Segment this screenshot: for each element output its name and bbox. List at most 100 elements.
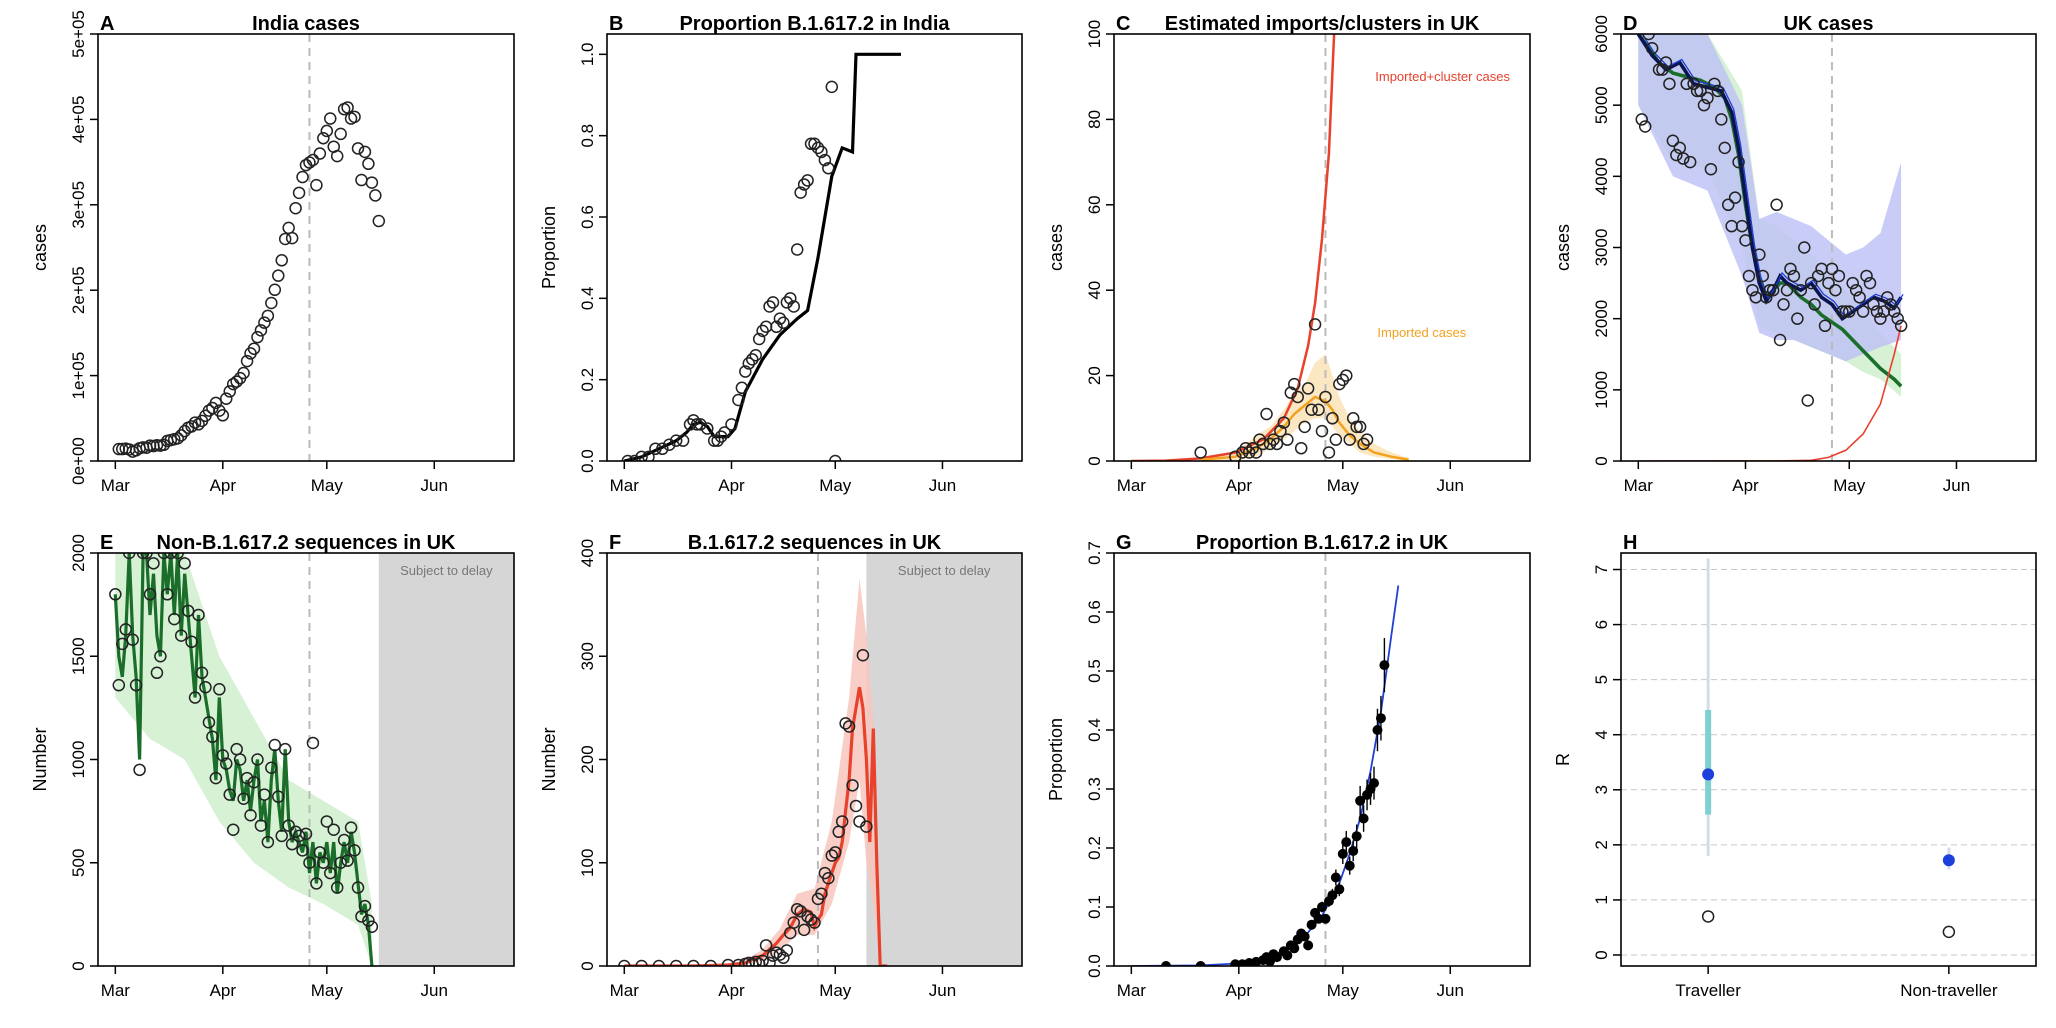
x-tick-label-1: Apr (210, 476, 237, 495)
data-point-28 (1326, 412, 1339, 425)
data-point-48 (278, 232, 292, 246)
data-point-38 (1360, 433, 1374, 446)
x-tick-label-1: Apr (1226, 476, 1253, 495)
data-point-45 (1794, 283, 1808, 297)
data-point-29 (1329, 433, 1343, 446)
data-point-2 (635, 450, 648, 461)
data-point-23 (1718, 141, 1731, 155)
data-point-36 (237, 366, 250, 380)
data-point-22 (1305, 403, 1318, 417)
data-point-37 (1766, 283, 1780, 297)
data-point-26 (801, 910, 814, 923)
data-point-22 (185, 635, 198, 649)
data-point-4 (687, 959, 700, 966)
data-point-62 (324, 866, 337, 880)
data-point-13 (1683, 155, 1697, 169)
data-point-2 (116, 637, 129, 651)
data-point-37 (240, 354, 254, 368)
data-point-1 (628, 454, 641, 461)
y-axis-label-f: Number (539, 727, 559, 791)
data-point-64 (330, 881, 344, 894)
data-point-9 (140, 553, 153, 560)
data-point-0 (109, 588, 122, 601)
ci-band-f (745, 578, 881, 966)
data-point-24 (1721, 198, 1735, 212)
data-point-66 (1867, 298, 1880, 311)
y-tick-label-4: 2000 (69, 534, 88, 572)
data-point-24 (192, 608, 205, 622)
data-point-28 (206, 730, 219, 744)
data-point-33 (780, 296, 794, 309)
y-tick-label-4: 0.4 (1085, 718, 1104, 742)
data-point-41 (251, 753, 264, 766)
y-tick-label-3: 3000 (1592, 229, 1611, 267)
data-point-37 (237, 792, 250, 805)
data-point-1 (635, 959, 648, 966)
x-tick-label-1: Apr (1732, 476, 1759, 495)
data-point-63 (327, 823, 340, 836)
panel-letter-g: G (1116, 532, 1132, 554)
y-tick-label-5: 1.0 (578, 43, 597, 67)
data-point-49 (1808, 298, 1821, 311)
y-tick-label-1: 1 (1592, 895, 1611, 904)
data-point-8 (136, 553, 150, 560)
data-point-33 (825, 849, 839, 862)
x-tick-label-3: Jun (1437, 476, 1464, 495)
data-point-20 (735, 381, 749, 395)
data-point-63 (330, 149, 344, 163)
y-tick-label-0: 0.0 (578, 449, 597, 473)
data-point-56 (1832, 269, 1846, 283)
panel-h: Traveller Non-traveller 0 1 2 3 4 5 6 7 R H (1553, 532, 2037, 1000)
frame-h (1620, 552, 2037, 967)
data-point-5 (704, 959, 717, 966)
data-point-21 (181, 604, 195, 618)
data-point-23 (1320, 913, 1331, 924)
y-tick-label-0: 0 (1085, 456, 1104, 465)
data-point-43 (860, 820, 873, 833)
data-point-6 (1249, 446, 1263, 459)
data-point-29 (1341, 837, 1352, 848)
data-point-21 (1711, 84, 1725, 98)
ci-band-e (115, 553, 372, 966)
data-point-7 (1663, 77, 1676, 91)
panel-title-b: Proportion B.1.617.2 in India (679, 13, 950, 35)
data-point-53 (296, 170, 309, 184)
data-point-51 (289, 201, 302, 215)
data-point-5 (1656, 63, 1669, 76)
data-point-27 (1334, 884, 1345, 895)
data-point-24 (749, 349, 762, 362)
data-point-38 (1770, 198, 1783, 212)
data-point-16 (1284, 386, 1298, 399)
y-tick-label-4: 400 (578, 539, 597, 567)
data-point-14 (707, 434, 721, 447)
data-point-31 (1336, 373, 1350, 387)
y-axis-label-h: R (1553, 753, 1573, 766)
series-line-d-thin (1641, 34, 1904, 317)
data-point-23 (746, 353, 759, 366)
data-point-12 (1680, 77, 1693, 91)
x-tick-label-2: May (819, 476, 852, 495)
x-tick-label-2: May (819, 981, 852, 1000)
data-point-21 (1301, 382, 1315, 395)
data-point-14 (1687, 77, 1700, 91)
x-tick-label-1: Apr (210, 981, 237, 1000)
x-tick-label-0: Mar (610, 476, 640, 495)
data-point-58 (1839, 305, 1853, 318)
data-point-21 (185, 420, 198, 433)
data-point-65 (334, 856, 347, 869)
data-point-36 (1353, 420, 1367, 434)
y-axis-label-b: Proportion (539, 206, 559, 289)
data-point-8 (676, 434, 690, 447)
data-point-23 (192, 418, 205, 431)
y-tick-label-2: 2 (1592, 840, 1611, 849)
data-point-46 (268, 738, 282, 752)
data-point-28 (763, 300, 776, 313)
data-point-42 (254, 819, 268, 832)
data-point-18 (171, 553, 184, 560)
data-point-70 (351, 881, 365, 894)
data-point-30 (1344, 860, 1355, 871)
plot-area-a (112, 34, 386, 461)
data-point-30 (216, 409, 230, 422)
panel-d: Mar Apr May Jun 0 1000 2000 3000 4000 5000 6000 cas… (1553, 13, 2037, 495)
